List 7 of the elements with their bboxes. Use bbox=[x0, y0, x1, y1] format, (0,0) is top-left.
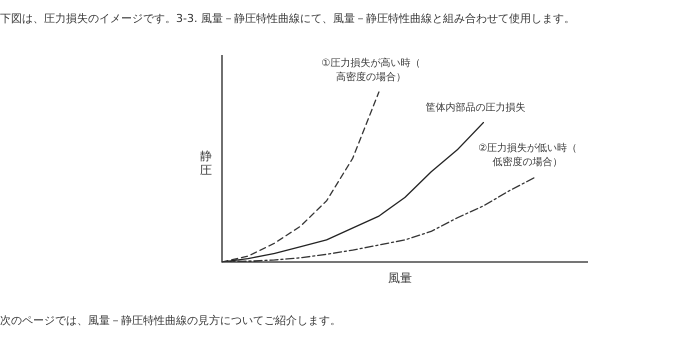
y-axis-title: 静圧 bbox=[200, 149, 212, 177]
text: ①圧力損失が高い時（高密度の場合） bbox=[321, 57, 420, 83]
text: 次のページでは、風量－静圧特性曲線の見方についてご紹介します。 bbox=[0, 314, 341, 327]
chart-title: 下図は、圧力損失のイメージです。3-3. 風量－静圧特性曲線にて、風量－静圧特性曲線と組み合わせて使用します。 bbox=[0, 12, 575, 25]
x-axis-title: 風量 bbox=[388, 271, 412, 285]
text: ②圧力損失が低い時（低密度の場合） bbox=[478, 142, 578, 168]
series-label: 筐体内部品の圧力損失 bbox=[425, 102, 526, 114]
